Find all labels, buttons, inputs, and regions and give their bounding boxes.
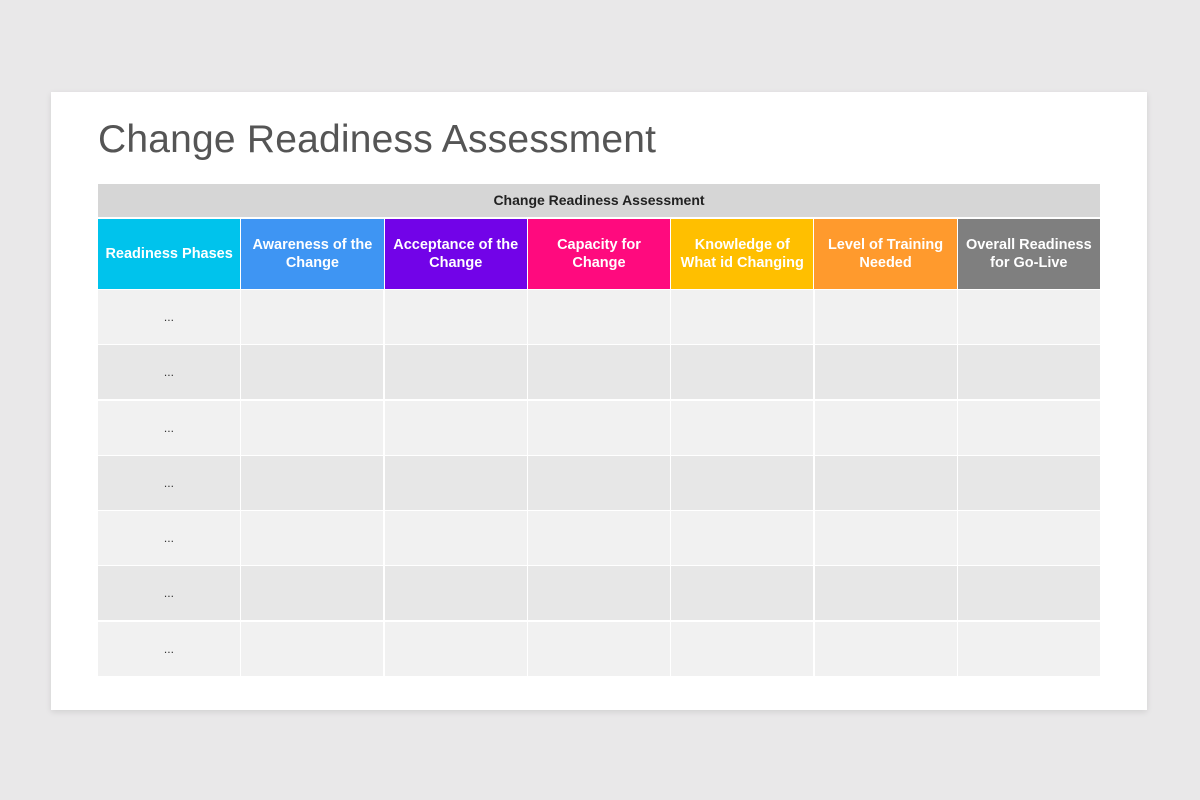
table-cell (958, 290, 1101, 344)
table-cell (958, 621, 1101, 676)
table-header-row: Readiness Phases Awareness of the Change… (98, 219, 1100, 289)
assessment-table: Change Readiness Assessment Readiness Ph… (98, 184, 1101, 677)
table-cell: ... (98, 290, 240, 344)
table-cell (528, 566, 670, 621)
table-cell (384, 566, 527, 621)
table-cell (671, 290, 814, 344)
table-cell (384, 455, 527, 510)
table-cell (528, 345, 670, 400)
table-cell (241, 566, 384, 621)
table-cell (384, 511, 527, 566)
table-cell (958, 511, 1101, 566)
table-body: ..................... (98, 290, 1101, 676)
table-cell (241, 621, 384, 676)
table-cell (241, 290, 384, 344)
table-cell (241, 455, 384, 510)
table-cell (958, 345, 1101, 400)
table-cell (528, 290, 670, 344)
table-cell: ... (98, 566, 240, 621)
header-knowledge: Knowledge of What id Changing (671, 219, 814, 289)
table-row: ... (98, 566, 1101, 621)
table-cell: ... (98, 345, 240, 400)
table-cell (241, 400, 384, 455)
header-training: Level of Training Needed (814, 219, 957, 289)
table-cell (814, 455, 957, 510)
header-acceptance: Acceptance of the Change (384, 219, 527, 289)
table-cell (528, 455, 670, 510)
table-cell (384, 290, 527, 344)
table-cell (958, 400, 1101, 455)
table-cell (241, 511, 384, 566)
table-cell (814, 511, 957, 566)
table-cell (814, 290, 957, 344)
header-capacity: Capacity for Change (527, 219, 671, 289)
table-cell (528, 621, 670, 676)
table-row: ... (98, 621, 1101, 676)
slide-title: Change Readiness Assessment (98, 118, 657, 161)
slide: Change Readiness Assessment Change Readi… (51, 92, 1147, 710)
table-row: ... (98, 290, 1101, 344)
table-cell (384, 345, 527, 400)
table-caption: Change Readiness Assessment (98, 184, 1100, 217)
table-row: ... (98, 400, 1101, 455)
table-cell (528, 400, 670, 455)
table-cell: ... (98, 621, 240, 676)
header-awareness: Awareness of the Change (241, 219, 384, 289)
table-cell (671, 621, 814, 676)
table-cell (671, 566, 814, 621)
table-cell: ... (98, 455, 240, 510)
table-cell (958, 566, 1101, 621)
table-cell (814, 345, 957, 400)
table-cell: ... (98, 511, 240, 566)
table-cell (671, 345, 814, 400)
header-overall-readiness: Overall Readiness for Go-Live (957, 219, 1100, 289)
table-cell (241, 345, 384, 400)
table-row: ... (98, 455, 1101, 510)
table-row: ... (98, 511, 1101, 566)
table-cell (384, 621, 527, 676)
table-cell (671, 455, 814, 510)
table-cell (814, 566, 957, 621)
table-cell (384, 400, 527, 455)
table-row: ... (98, 345, 1101, 400)
table-cell (814, 400, 957, 455)
table-cell (958, 455, 1101, 510)
table-cell: ... (98, 400, 240, 455)
header-readiness-phases: Readiness Phases (98, 219, 241, 289)
table-cell (671, 511, 814, 566)
table-cell (528, 511, 670, 566)
table-cell (671, 400, 814, 455)
table-cell (814, 621, 957, 676)
